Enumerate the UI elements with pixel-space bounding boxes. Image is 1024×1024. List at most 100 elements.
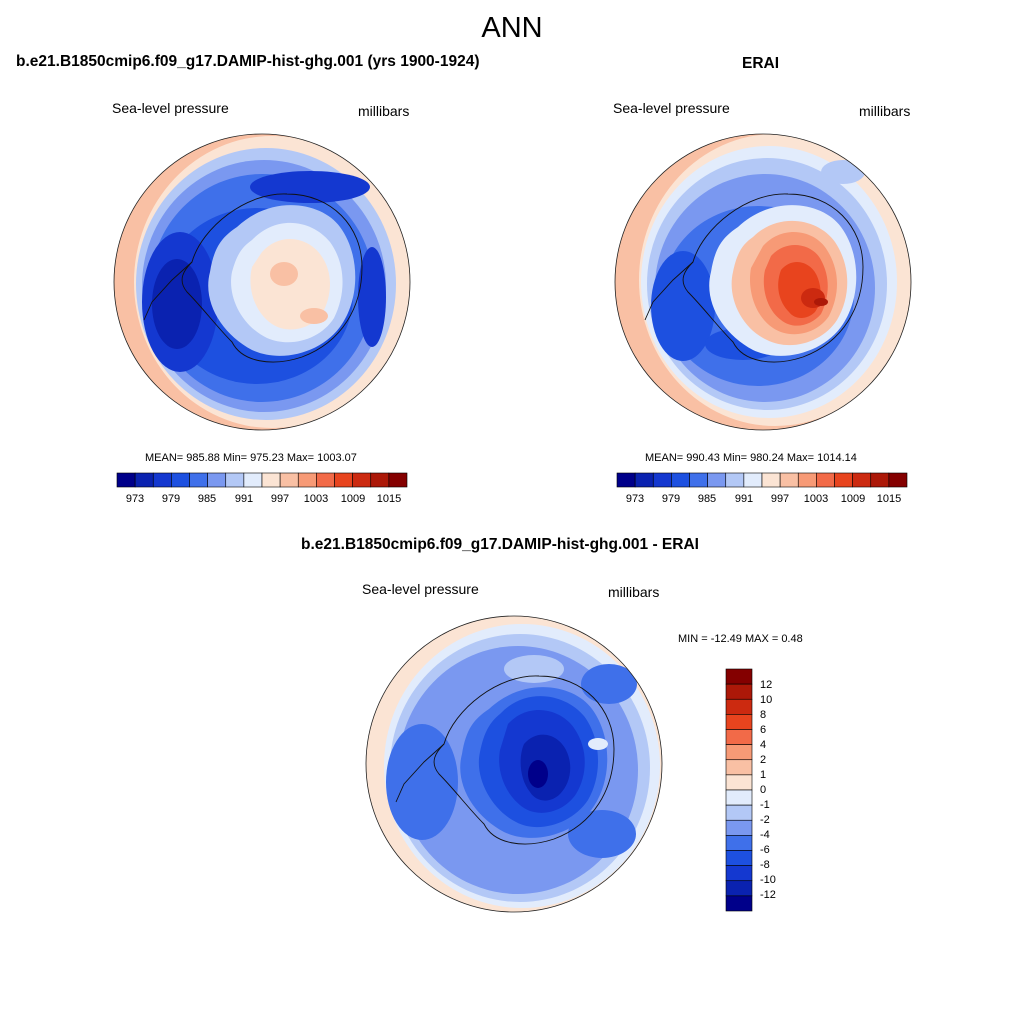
colorbar-swatch	[725, 789, 753, 806]
colorbar-swatch	[725, 668, 753, 685]
colorbar-swatch	[388, 472, 408, 488]
obs-panel-title: ERAI	[742, 55, 780, 72]
colorbar-swatch	[261, 472, 281, 488]
colorbar-tick: 12	[760, 679, 773, 691]
colorbar-swatch	[725, 865, 753, 882]
model-stats: MEAN= 985.88 Min= 975.23 Max= 1003.07	[145, 452, 357, 464]
colorbar-swatch	[725, 774, 753, 791]
colorbar-swatch	[116, 472, 136, 488]
colorbar-swatch	[334, 472, 353, 488]
colorbar-swatch	[779, 472, 799, 488]
colorbar-swatch	[634, 472, 654, 488]
colorbar-tick: 2	[760, 754, 767, 766]
colorbar-swatch	[243, 472, 263, 488]
colorbar-swatch	[707, 472, 727, 488]
colorbar-swatch	[816, 472, 835, 488]
colorbar-tick: -8	[760, 859, 770, 871]
colorbar-swatch	[725, 759, 753, 776]
colorbar-tick: -12	[760, 889, 776, 901]
model-colorbar	[116, 472, 408, 488]
colorbar-swatch	[152, 472, 172, 488]
obs-stats: MEAN= 990.43 Min= 980.24 Max= 1014.14	[645, 452, 857, 464]
obs-units-label: millibars	[859, 103, 911, 119]
colorbar-swatch	[725, 804, 753, 821]
colorbar-swatch	[689, 472, 708, 488]
model-panel-title: b.e21.B1850cmip6.f09_g17.DAMIP-hist-ghg.…	[16, 53, 480, 70]
colorbar-tick: 8	[760, 709, 767, 721]
model-variable-label: Sea-level pressure	[112, 100, 229, 116]
colorbar-tick: 1	[760, 769, 767, 781]
colorbar-tick: 4	[760, 739, 767, 751]
colorbar-swatch	[370, 472, 390, 488]
colorbar-swatch	[797, 472, 817, 488]
colorbar-swatch	[671, 472, 690, 488]
colorbar-tick: -4	[760, 829, 770, 841]
colorbar-tick: 1015	[376, 493, 402, 505]
colorbar-tick: 0	[760, 784, 767, 796]
colorbar-tick: 1009	[840, 493, 866, 505]
colorbar-tick: 985	[197, 493, 217, 505]
colorbar-swatch	[225, 472, 245, 488]
colorbar-tick: 1003	[303, 493, 329, 505]
colorbar-swatch	[725, 850, 753, 866]
colorbar-swatch	[725, 683, 753, 700]
colorbar-swatch	[279, 472, 299, 488]
diff-units-label: millibars	[608, 584, 660, 600]
model-polar-map	[113, 133, 411, 431]
colorbar-tick: 991	[734, 493, 754, 505]
colorbar-swatch	[834, 472, 853, 488]
colorbar-tick: -1	[760, 799, 770, 811]
colorbar-tick: 1009	[340, 493, 366, 505]
colorbar-swatch	[725, 472, 745, 488]
colorbar-swatch	[852, 472, 872, 488]
colorbar-tick: -6	[760, 844, 770, 856]
colorbar-tick: 973	[625, 493, 645, 505]
colorbar-tick: -10	[760, 874, 776, 886]
colorbar-tick: -2	[760, 814, 770, 826]
colorbar-swatch	[134, 472, 154, 488]
colorbar-swatch	[725, 880, 753, 897]
colorbar-tick: 10	[760, 694, 773, 706]
obs-polar-map	[614, 133, 912, 431]
colorbar-tick: 997	[770, 493, 790, 505]
colorbar-swatch	[725, 714, 753, 730]
diff-colorbar-ticks: 12 10 8 6 4 2 1 0 -1 -2 -4 -6 -8 -10 -12	[760, 669, 800, 911]
colorbar-tick: 1015	[876, 493, 902, 505]
obs-variable-label: Sea-level pressure	[613, 100, 730, 116]
model-colorbar-ticks: 973 979 985 991 997 1003 1009 1015	[117, 493, 407, 507]
colorbar-tick: 6	[760, 724, 767, 736]
colorbar-swatch	[352, 472, 372, 488]
colorbar-tick: 979	[161, 493, 181, 505]
diff-polar-map	[365, 615, 663, 913]
diff-variable-label: Sea-level pressure	[362, 581, 479, 597]
colorbar-swatch	[616, 472, 636, 488]
colorbar-swatch	[725, 895, 753, 912]
colorbar-swatch	[725, 835, 753, 851]
diff-panel-title: b.e21.B1850cmip6.f09_g17.DAMIP-hist-ghg.…	[301, 536, 699, 553]
colorbar-swatch	[297, 472, 317, 488]
diff-minmax: MIN = -12.49 MAX = 0.48	[678, 633, 803, 645]
model-units-label: millibars	[358, 103, 410, 119]
diff-colorbar	[725, 668, 753, 912]
colorbar-swatch	[725, 744, 753, 761]
colorbar-swatch	[207, 472, 227, 488]
obs-colorbar-ticks: 973 979 985 991 997 1003 1009 1015	[617, 493, 907, 507]
colorbar-tick: 997	[270, 493, 290, 505]
colorbar-swatch	[725, 729, 753, 745]
colorbar-swatch	[725, 698, 753, 715]
colorbar-swatch	[725, 819, 753, 836]
figure-title: ANN	[481, 12, 543, 44]
colorbar-tick: 1003	[803, 493, 829, 505]
colorbar-tick: 991	[234, 493, 254, 505]
colorbar-swatch	[870, 472, 890, 488]
colorbar-tick: 979	[661, 493, 681, 505]
colorbar-tick: 973	[125, 493, 145, 505]
colorbar-swatch	[761, 472, 781, 488]
colorbar-swatch	[652, 472, 672, 488]
colorbar-swatch	[888, 472, 908, 488]
obs-colorbar	[616, 472, 908, 488]
colorbar-swatch	[189, 472, 208, 488]
colorbar-swatch	[743, 472, 763, 488]
colorbar-tick: 985	[697, 493, 717, 505]
colorbar-swatch	[171, 472, 190, 488]
